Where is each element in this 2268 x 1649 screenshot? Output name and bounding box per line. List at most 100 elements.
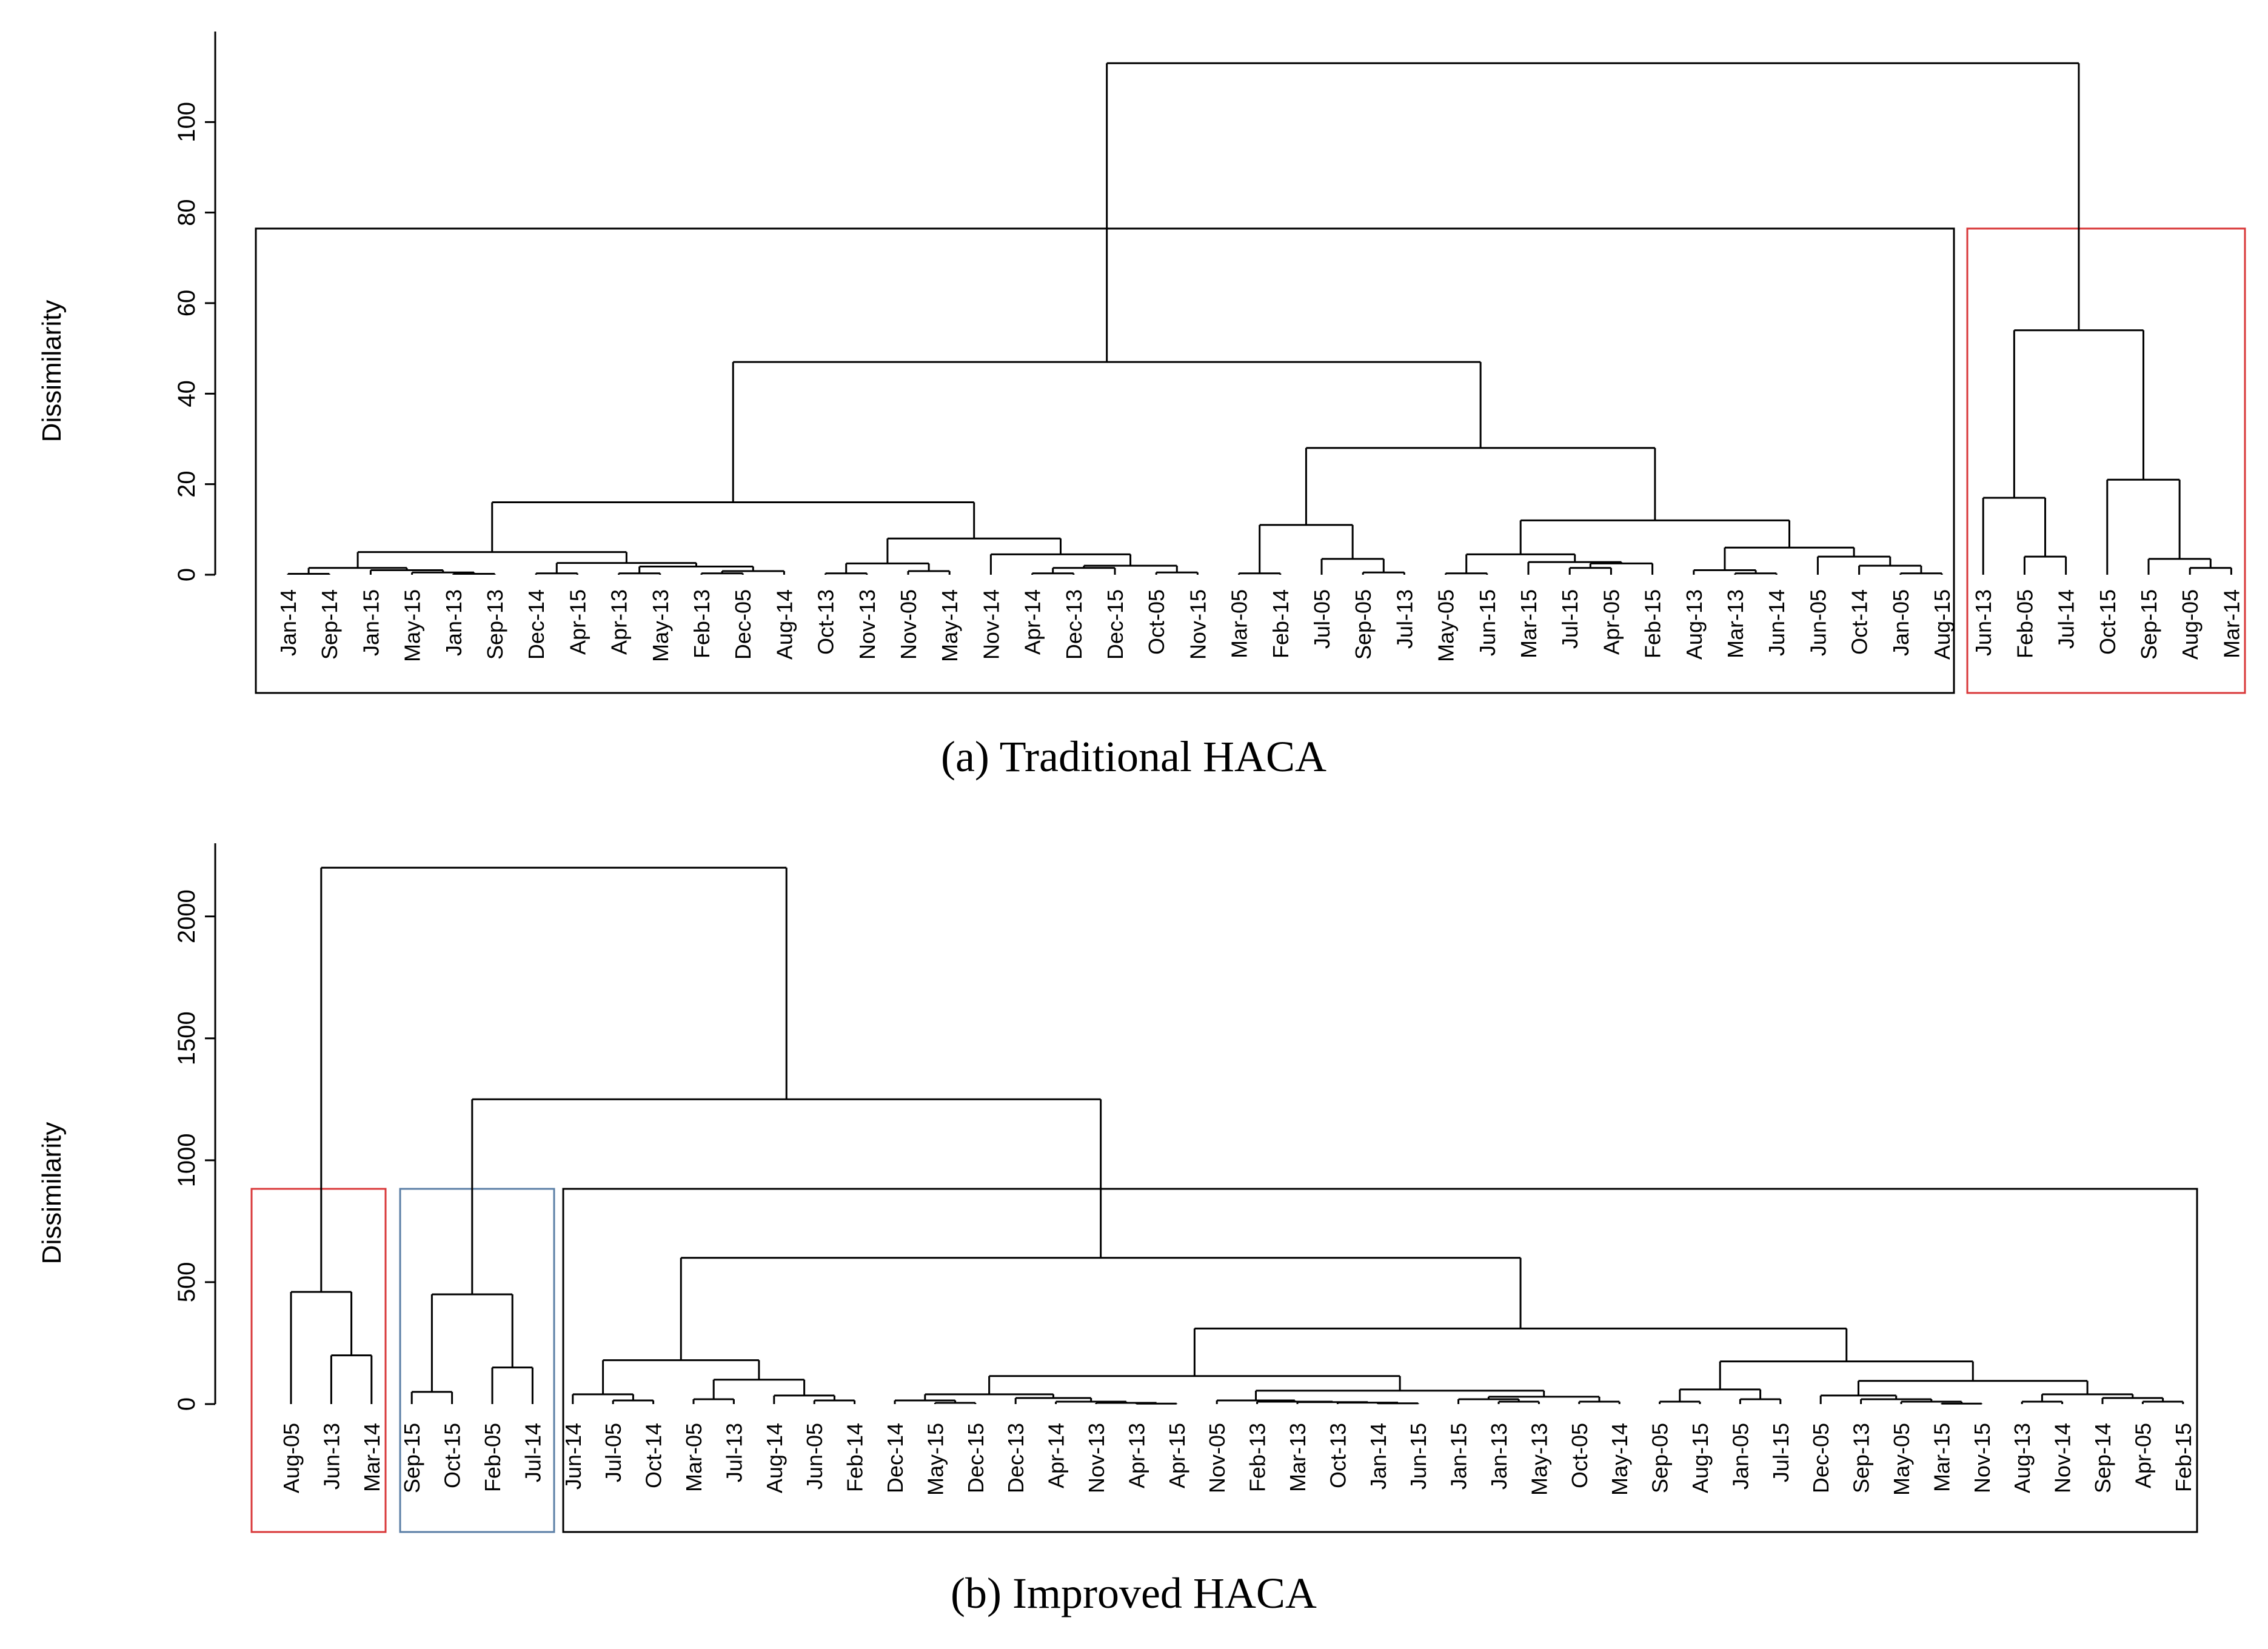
leaf-label: Apr-05 — [2130, 1423, 2155, 1488]
merge — [411, 571, 475, 575]
leaf-label: May-15 — [400, 589, 425, 662]
merge — [1055, 1400, 1128, 1404]
leaf-label: Jan-05 — [1888, 589, 1913, 656]
leaf-label: Oct-05 — [1567, 1423, 1592, 1488]
leaf-label: Jun-13 — [319, 1423, 344, 1490]
merge — [491, 501, 975, 552]
merge — [988, 1375, 1401, 1394]
leaf-label: Apr-14 — [1020, 589, 1045, 655]
leaf-label: Dec-15 — [1103, 589, 1128, 660]
merge — [1014, 1397, 1092, 1404]
leaf-label: Jul-05 — [601, 1423, 626, 1482]
leaf-label: Jan-15 — [1447, 1423, 1471, 1490]
merge — [1238, 572, 1282, 575]
leaf-label: Mar-14 — [2219, 589, 2244, 658]
leaf-label: Feb-05 — [480, 1423, 505, 1492]
merge — [813, 1399, 856, 1404]
merge — [638, 566, 754, 574]
leaf-label: Dec-14 — [883, 1423, 908, 1493]
leaf-label: Apr-13 — [1124, 1423, 1149, 1488]
merge — [1982, 497, 2046, 575]
merge — [1568, 567, 1612, 575]
leaf-label: Apr-05 — [1599, 589, 1624, 655]
merge — [452, 573, 496, 575]
leaf-label: Sep-14 — [317, 589, 342, 660]
merge — [535, 572, 578, 575]
leaf-label: Oct-13 — [814, 589, 838, 655]
merge — [2013, 329, 2144, 498]
leaf-label: Aug-05 — [279, 1423, 304, 1493]
leaf-label: Mar-14 — [360, 1423, 384, 1492]
merge — [287, 573, 330, 575]
merge — [1362, 571, 1405, 575]
merge — [825, 572, 868, 575]
merge — [1659, 1400, 1701, 1404]
merge — [1457, 1398, 1520, 1404]
merge — [1860, 1398, 1933, 1404]
merge — [1445, 572, 1488, 575]
merge — [680, 1257, 1522, 1360]
merge — [2147, 558, 2212, 575]
merge — [1106, 62, 2080, 363]
leaf-label: Feb-14 — [1268, 589, 1293, 658]
leaf-label: Nov-13 — [855, 589, 880, 660]
merge — [1724, 546, 1855, 570]
y-tick-label: 500 — [173, 1262, 200, 1303]
leaf-label: Aug-13 — [2010, 1423, 2035, 1493]
caption: (a) Traditional HACA — [941, 732, 1326, 781]
merge — [330, 1354, 373, 1404]
merge — [320, 866, 788, 1292]
leaf-label: Dec-13 — [1062, 589, 1086, 660]
merge — [602, 1359, 760, 1394]
merge — [934, 1402, 977, 1404]
cluster-box — [255, 227, 1955, 694]
merge — [1719, 1360, 1974, 1390]
leaf-label: Jun-05 — [802, 1423, 827, 1490]
leaf-label: Mar-05 — [681, 1423, 706, 1492]
merge — [1216, 1399, 1296, 1404]
leaf-label: Nov-05 — [896, 589, 921, 660]
merge — [1095, 1402, 1158, 1404]
y-tick-label: 60 — [173, 290, 200, 317]
merge — [1031, 572, 1075, 575]
leaf-label: Nov-15 — [1970, 1423, 1995, 1493]
merge — [491, 1366, 534, 1404]
y-tick-label: 80 — [173, 199, 200, 226]
y-tick-label: 0 — [173, 1397, 200, 1411]
leaf-label: Feb-13 — [1245, 1423, 1270, 1492]
leaf-label: Aug-14 — [772, 589, 797, 660]
merge — [572, 1393, 634, 1404]
merge — [1519, 519, 1791, 555]
merge — [894, 1399, 957, 1404]
leaf-label: Aug-14 — [762, 1423, 787, 1493]
merge — [410, 1391, 453, 1404]
leaf-label: Sep-05 — [1648, 1423, 1673, 1493]
merge — [1305, 447, 1656, 525]
merge — [1320, 558, 1385, 575]
merge — [1899, 572, 1943, 575]
leaf-label: Sep-15 — [400, 1423, 424, 1493]
leaf-label: Mar-13 — [1723, 589, 1748, 658]
leaf-label: Jun-14 — [1764, 589, 1789, 656]
merge — [1578, 1400, 1621, 1404]
merge — [1734, 572, 1778, 575]
leaf-label: Jan-14 — [276, 589, 301, 656]
leaf-label: Aug-15 — [1688, 1423, 1713, 1493]
merge — [618, 572, 661, 575]
leaf-label: Sep-15 — [2136, 589, 2161, 660]
merge — [1465, 553, 1576, 574]
leaf-label: Feb-14 — [843, 1423, 868, 1492]
leaf-label: Apr-13 — [607, 589, 632, 655]
leaf-label: May-14 — [937, 589, 962, 662]
y-tick-label: 20 — [173, 470, 200, 498]
merge — [692, 1398, 735, 1404]
leaf-label: Apr-14 — [1044, 1423, 1069, 1488]
merge — [1589, 562, 1654, 575]
leaf-label: Sep-14 — [2090, 1423, 2115, 1493]
merge — [2189, 567, 2232, 575]
leaf-label: Aug-13 — [1682, 589, 1707, 660]
leaf-label: Jan-15 — [358, 589, 383, 656]
merge — [1259, 524, 1354, 574]
merge — [430, 1293, 513, 1392]
leaf-label: Apr-15 — [1165, 1423, 1189, 1488]
